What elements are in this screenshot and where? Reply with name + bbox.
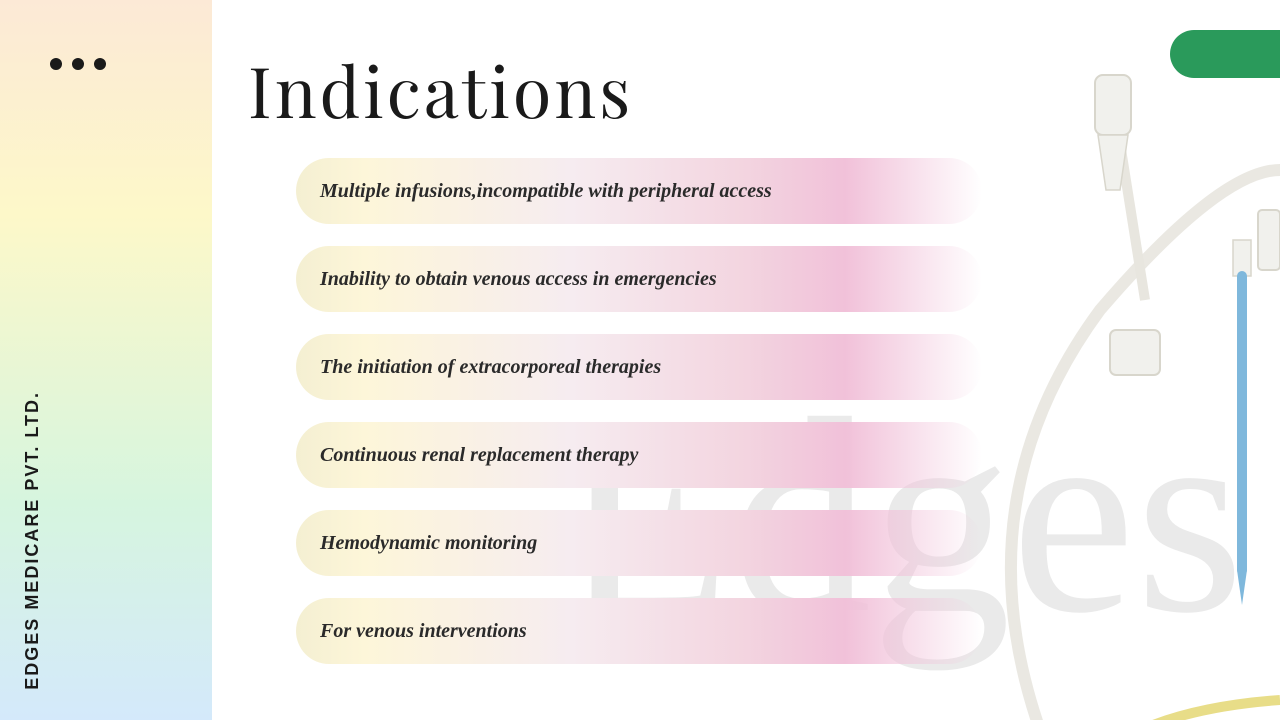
page-title: Indications: [248, 42, 633, 136]
list-item-label: Hemodynamic monitoring: [320, 532, 537, 555]
dot-icon: [94, 58, 106, 70]
list-item: For venous interventions: [296, 598, 982, 664]
list-item: The initiation of extracorporeal therapi…: [296, 334, 982, 400]
list-item: Inability to obtain venous access in eme…: [296, 246, 982, 312]
green-tag-icon: [1170, 30, 1280, 78]
list-item-label: The initiation of extracorporeal therapi…: [320, 356, 661, 379]
company-name: EDGES MEDICARE PVT. LTD.: [22, 391, 43, 690]
list-item-label: For venous interventions: [320, 620, 527, 643]
medical-device-illustration: [980, 50, 1280, 720]
list-item: Continuous renal replacement therapy: [296, 422, 982, 488]
sidebar-gradient-panel: EDGES MEDICARE PVT. LTD.: [0, 0, 212, 720]
dot-icon: [50, 58, 62, 70]
ellipsis-icon: [50, 58, 106, 70]
list-item: Hemodynamic monitoring: [296, 510, 982, 576]
indications-list: Multiple infusions,incompatible with per…: [296, 158, 982, 664]
list-item-label: Multiple infusions,incompatible with per…: [320, 180, 772, 203]
list-item-label: Continuous renal replacement therapy: [320, 444, 638, 467]
list-item-label: Inability to obtain venous access in eme…: [320, 268, 717, 291]
list-item: Multiple infusions,incompatible with per…: [296, 158, 982, 224]
dot-icon: [72, 58, 84, 70]
